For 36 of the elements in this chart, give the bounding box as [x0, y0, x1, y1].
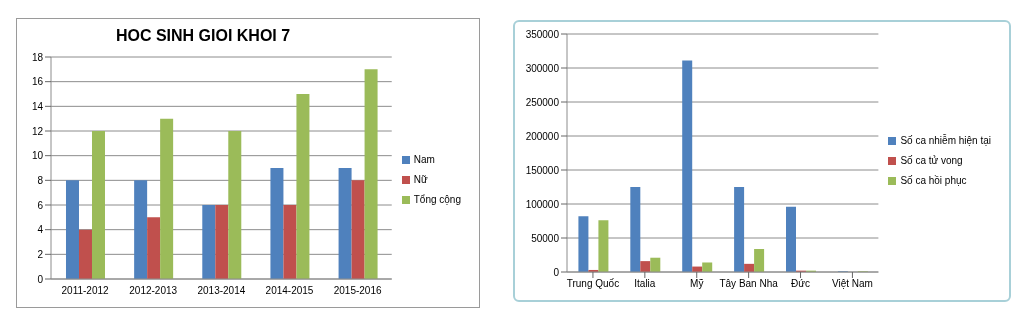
x-tick-label: Italia — [634, 278, 656, 290]
y-tick-label: 100000 — [525, 198, 560, 210]
x-tick-label: 2013-2014 — [197, 285, 246, 297]
y-tick-label: 350000 — [525, 28, 560, 40]
y-tick-label: 0 — [37, 273, 44, 285]
y-tick-label: 10 — [31, 150, 44, 162]
y-tick-label: 2 — [37, 248, 44, 260]
x-tick-label: 2012-2013 — [129, 285, 178, 297]
y-tick-label: 250000 — [525, 96, 560, 108]
y-tick-label: 0 — [553, 266, 560, 278]
y-tick-label: 200000 — [525, 130, 560, 142]
y-tick-label: 12 — [31, 125, 44, 137]
y-tick-label: 6 — [37, 199, 44, 211]
x-tick-label: Trung Quốc — [566, 278, 620, 290]
x-tick-label: Việt Nam — [831, 278, 873, 290]
y-tick-label: 8 — [37, 174, 44, 186]
x-tick-label: Mỹ — [690, 278, 704, 290]
y-tick-label: 4 — [37, 224, 44, 236]
y-tick-label: 300000 — [525, 62, 560, 74]
legend-label: Nam — [413, 154, 435, 165]
y-tick-label: 50000 — [531, 232, 560, 244]
y-tick-label: 14 — [31, 100, 44, 112]
x-tick-label: Đức — [791, 278, 810, 290]
y-tick-label: 18 — [31, 51, 44, 63]
legend-label: Số ca hồi phục — [900, 175, 967, 186]
chart-title: HOC SINH GIOI KHOI 7 — [114, 27, 292, 46]
x-tick-label: 2014-2015 — [265, 285, 314, 297]
x-tick-label: 2011-2012 — [61, 285, 110, 297]
legend-label: Số ca tử vong — [900, 155, 963, 166]
x-tick-label: 2015-2016 — [333, 285, 383, 297]
legend-label: Nữ — [413, 174, 428, 185]
legend-label: Số ca nhiễm hiện tại — [900, 135, 991, 146]
x-tick-label: Tây Ban Nha — [719, 278, 779, 290]
y-tick-label: 150000 — [525, 164, 560, 176]
legend-label: Tổng cộng — [413, 194, 461, 205]
y-tick-label: 16 — [31, 76, 44, 88]
